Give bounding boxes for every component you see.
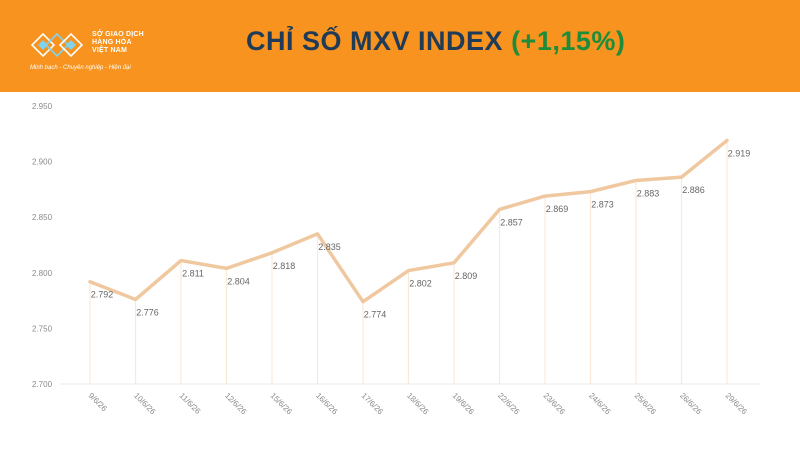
y-tick-label: 2.950 xyxy=(32,102,53,111)
y-tick-label: 2.700 xyxy=(32,380,53,389)
title-text: CHỈ SỐ MXV INDEX xyxy=(246,26,504,56)
y-tick-label: 2.750 xyxy=(32,324,53,333)
x-tick-label: 15/6/26 xyxy=(269,391,295,417)
logo-line-2: HÀNG HÓA xyxy=(92,39,132,46)
data-point xyxy=(316,232,319,236)
data-label: 2.809 xyxy=(455,271,478,281)
data-label: 2.811 xyxy=(182,269,204,279)
y-tick-label: 2.900 xyxy=(32,158,53,167)
x-tick-label: 25/6/26 xyxy=(633,391,659,417)
data-point xyxy=(407,269,410,273)
data-point xyxy=(634,179,638,183)
logo-line-1: SỞ GIAO DỊCH xyxy=(92,31,144,38)
data-point xyxy=(680,175,683,179)
data-label: 2.869 xyxy=(546,204,569,214)
logo-text: SỞ GIAO DỊCH HÀNG HÓA VIỆT NAM xyxy=(92,31,144,55)
x-tick-label: 17/6/26 xyxy=(360,391,386,417)
mxv-index-line-chart: 2.700 2.750 2.800 2.850 2.900 2.950 2.792 2.776… xyxy=(32,102,760,417)
data-label: 2.804 xyxy=(227,276,250,286)
x-tick-label: 26/6/26 xyxy=(678,391,704,417)
data-label: 2.818 xyxy=(273,261,296,271)
data-label: 2.835 xyxy=(318,242,341,252)
data-label: 2.883 xyxy=(637,189,660,199)
title-change: (+1,15%) xyxy=(511,26,626,56)
data-point xyxy=(134,297,137,301)
data-point xyxy=(88,280,92,284)
header-banner: SỞ GIAO DỊCH HÀNG HÓA VIỆT NAM Minh bạch… xyxy=(0,0,800,92)
x-tick-label: 16/6/26 xyxy=(314,391,340,417)
data-label: 2.873 xyxy=(591,200,614,210)
mxv-logo-icon xyxy=(30,32,84,58)
data-label: 2.802 xyxy=(409,279,432,289)
mxv-logo[interactable]: SỞ GIAO DỊCH HÀNG HÓA VIỆT NAM Minh bạch… xyxy=(30,28,180,78)
x-tick-label: 9/6/26 xyxy=(87,391,109,413)
x-tick-label: 29/6/26 xyxy=(724,391,750,417)
data-point xyxy=(452,261,456,265)
data-label: 2.774 xyxy=(364,310,387,320)
x-tick-label: 10/6/26 xyxy=(132,391,158,417)
data-point xyxy=(225,266,228,270)
data-point xyxy=(179,259,183,263)
x-tick-label: 22/6/26 xyxy=(496,391,522,417)
data-label: 2.792 xyxy=(91,290,114,300)
data-label: 2.886 xyxy=(682,185,705,195)
data-point xyxy=(498,207,501,211)
data-point xyxy=(270,251,274,255)
data-label: 2.776 xyxy=(136,307,159,317)
data-point xyxy=(361,300,365,304)
x-tick-label: 19/6/26 xyxy=(451,391,477,417)
logo-tagline: Minh bạch - Chuyên nghiệp - Hiện đại xyxy=(30,65,131,71)
data-label: 2.919 xyxy=(728,148,751,158)
y-tick-label: 2.850 xyxy=(32,213,53,222)
x-tick-label: 18/6/26 xyxy=(405,391,431,417)
x-tick-label: 12/6/26 xyxy=(223,391,249,417)
y-tick-label: 2.800 xyxy=(32,269,53,278)
data-point xyxy=(589,190,592,194)
x-tick-label: 23/6/26 xyxy=(542,391,568,417)
x-tick-label: 11/6/26 xyxy=(178,391,203,416)
x-tick-label: 24/6/26 xyxy=(587,391,613,417)
data-point xyxy=(725,138,729,142)
page-title: CHỈ SỐ MXV INDEX (+1,15%) xyxy=(246,26,625,57)
data-label: 2.857 xyxy=(500,217,523,227)
data-point xyxy=(543,194,547,198)
logo-line-3: VIỆT NAM xyxy=(92,47,128,54)
